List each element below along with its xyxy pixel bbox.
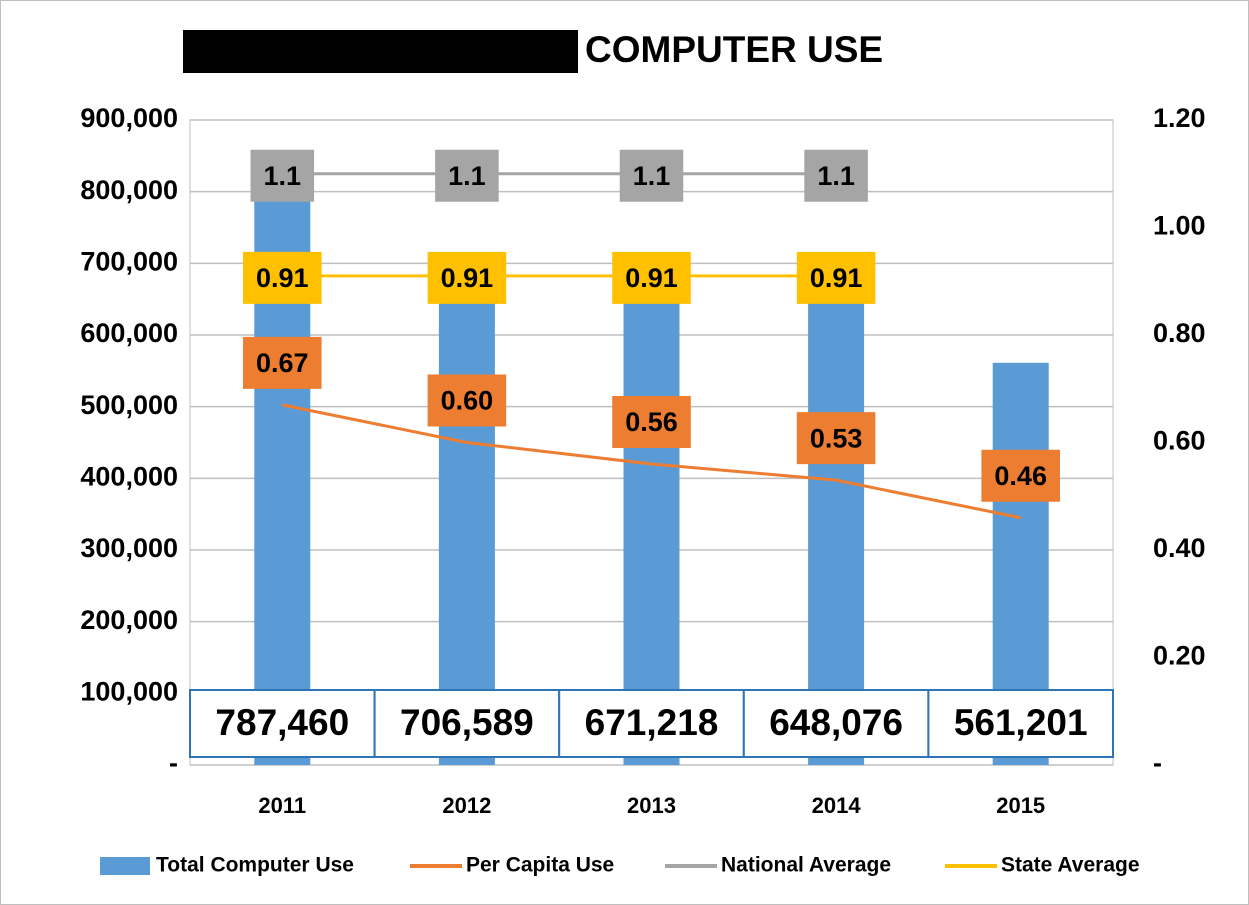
y2-tick-label: 0.80 <box>1153 318 1206 348</box>
y2-tick-label: 0.20 <box>1153 641 1206 671</box>
y2-tick-label: 1.20 <box>1153 103 1206 133</box>
legend-label: National Average <box>721 854 891 877</box>
value-label-text: 0.67 <box>256 348 309 378</box>
value-label: 0.91 <box>243 251 322 304</box>
value-label-text: 0.56 <box>625 407 678 437</box>
value-label-box <box>435 149 499 202</box>
value-label: 0.56 <box>612 396 691 448</box>
value-label: 0.53 <box>796 412 876 465</box>
value-label: 1.1 <box>619 149 684 202</box>
value-label-text: 1.1 <box>633 161 671 191</box>
x-tick-label: 2015 <box>996 793 1045 818</box>
y-tick-label: 700,000 <box>80 246 178 276</box>
value-label-box <box>796 412 876 465</box>
value-label: 1.1 <box>250 149 315 202</box>
x-tick-label: 2013 <box>627 793 676 818</box>
value-label-box <box>796 251 876 304</box>
bar-value-label: 561,201 <box>954 702 1088 743</box>
bar <box>623 283 680 765</box>
y-tick-label: 500,000 <box>80 390 178 420</box>
value-label: 0.91 <box>427 251 507 304</box>
value-label-text: 0.53 <box>810 423 863 453</box>
legend-label: Per Capita Use <box>466 854 614 877</box>
value-label-box <box>612 251 691 304</box>
value-label: 1.1 <box>435 149 499 202</box>
value-label: 0.46 <box>981 449 1060 502</box>
value-label-text: 0.91 <box>441 263 494 293</box>
y-tick-label: 200,000 <box>80 605 178 635</box>
value-label-box <box>243 251 322 304</box>
value-label: 0.60 <box>427 374 507 427</box>
data-table-cell <box>189 689 376 758</box>
value-label: 1.1 <box>804 149 868 202</box>
data-table-cell <box>742 689 930 758</box>
y-tick-label: 400,000 <box>80 461 178 491</box>
bar-value-label: 648,076 <box>769 702 903 743</box>
line <box>282 403 1021 520</box>
value-label-box <box>804 149 868 202</box>
value-label-text: 0.91 <box>625 263 678 293</box>
chart-title: COMPUTER USE <box>585 29 883 70</box>
y2-tick-label: 1.00 <box>1153 211 1206 241</box>
value-label-box <box>243 336 322 389</box>
bar-value-label: 706,589 <box>400 702 534 743</box>
bar-value-label: 787,460 <box>215 702 349 743</box>
value-label-box <box>981 449 1060 502</box>
value-label-text: 1.1 <box>264 161 302 191</box>
y2-tick-label: - <box>1153 748 1162 778</box>
x-tick-label: 2014 <box>812 793 862 818</box>
y-tick-label: 800,000 <box>80 175 178 205</box>
value-label-text: 0.46 <box>994 461 1047 491</box>
legend-label: Total Computer Use <box>156 854 354 877</box>
value-label: 0.91 <box>612 251 691 304</box>
value-label: 0.91 <box>796 251 876 304</box>
value-label: 0.67 <box>243 336 322 389</box>
value-label-box <box>250 149 315 202</box>
bar <box>808 300 865 765</box>
legend-label: State Average <box>1001 854 1140 877</box>
redaction <box>183 30 578 73</box>
y-tick-label: 100,000 <box>80 676 178 706</box>
data-table-cell <box>373 689 561 758</box>
y2-tick-label: 0.60 <box>1153 426 1206 456</box>
y-tick-label: - <box>169 748 178 778</box>
value-label-text: 0.91 <box>810 263 863 293</box>
y-tick-label: 300,000 <box>80 533 178 563</box>
x-tick-label: 2012 <box>442 793 491 818</box>
bar <box>438 258 495 765</box>
value-label-text: 1.1 <box>817 161 855 191</box>
bar-value-label: 671,218 <box>585 702 719 743</box>
y2-tick-label: 0.40 <box>1153 533 1206 563</box>
y-tick-label: 900,000 <box>80 103 178 133</box>
value-label-text: 0.60 <box>441 386 494 416</box>
value-label-box <box>612 396 691 448</box>
value-label-box <box>427 374 507 427</box>
y-tick-label: 600,000 <box>80 318 178 348</box>
value-label-box <box>427 251 507 304</box>
value-label-text: 0.91 <box>256 263 309 293</box>
data-table-cell <box>927 689 1115 758</box>
x-tick-label: 2011 <box>258 793 306 818</box>
value-label-box <box>619 149 684 202</box>
legend-swatch <box>100 857 150 875</box>
value-label-text: 1.1 <box>448 161 486 191</box>
